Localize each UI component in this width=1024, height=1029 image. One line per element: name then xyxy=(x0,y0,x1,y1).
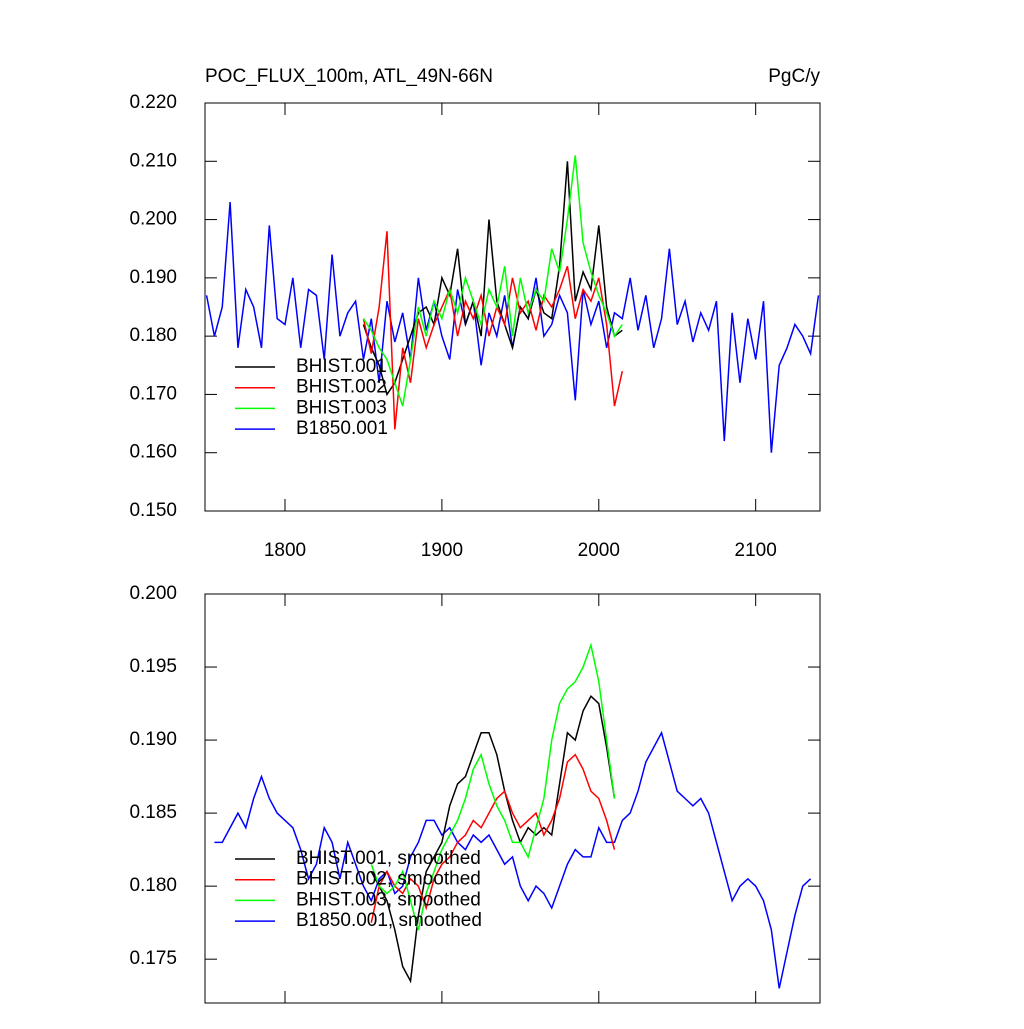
chart-title: POC_FLUX_100m, ATL_49N-66N xyxy=(205,66,493,87)
y-tick-label: 0.220 xyxy=(129,92,177,113)
panel: 0.175 0.180 0.185 0.190 0.195 0.200 BHIST.001,… xyxy=(129,583,821,1004)
y-tick-label: 0.180 xyxy=(129,325,177,346)
y-tick-label: 0.210 xyxy=(129,150,177,171)
legend-label: BHIST.001, smoothed xyxy=(296,848,481,869)
plot-frame xyxy=(204,593,821,1004)
y-tick-label: 0.200 xyxy=(129,209,177,230)
y-tick-label: 0.170 xyxy=(129,383,177,404)
series-line xyxy=(370,753,616,923)
x-tick-label: 2100 xyxy=(735,540,777,561)
y-tick-label: 0.185 xyxy=(129,802,177,823)
legend-label: BHIST.002, smoothed xyxy=(296,869,481,890)
legend-label: BHIST.003, smoothed xyxy=(296,889,481,910)
y-tick-label: 0.150 xyxy=(129,500,177,521)
y-tick-label: 0.195 xyxy=(129,656,177,677)
legend-label: B1850.001, smoothed xyxy=(296,910,482,931)
x-tick-label: 1800 xyxy=(264,540,306,561)
panel: POC_FLUX_100m, ATL_49N-66N PgC/y 0.150 0.16… xyxy=(129,66,821,561)
series-line xyxy=(214,730,812,989)
y-tick-label: 0.175 xyxy=(129,948,177,969)
x-tick-label: 2000 xyxy=(578,540,620,561)
legend-label: B1850.001 xyxy=(296,418,388,439)
y-tick-label: 0.160 xyxy=(129,442,177,463)
legend-label: BHIST.003 xyxy=(296,397,387,418)
series-line xyxy=(362,231,624,430)
series-line xyxy=(370,642,616,931)
series-line xyxy=(370,695,616,984)
y-tick-label: 0.190 xyxy=(129,267,177,288)
series-line xyxy=(362,161,623,397)
legend-label: BHIST.002 xyxy=(296,377,387,398)
x-tick-label: 1900 xyxy=(421,540,463,561)
units-label: PgC/y xyxy=(768,66,820,87)
y-tick-label: 0.180 xyxy=(129,875,177,896)
legend-label: BHIST.001 xyxy=(296,356,387,377)
series-line xyxy=(362,155,623,407)
plot-frame xyxy=(204,102,821,512)
y-tick-label: 0.190 xyxy=(129,729,177,750)
y-tick-label: 0.200 xyxy=(129,583,177,604)
